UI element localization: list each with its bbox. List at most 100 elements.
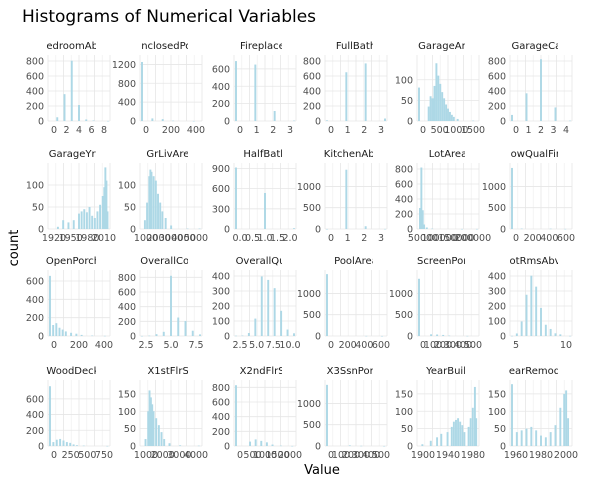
x-tick-label: 1980 <box>461 450 485 461</box>
y-tick-label: 600 <box>488 72 506 83</box>
x-tick-label: 300 <box>352 450 370 461</box>
y-tick-label: 600 <box>212 184 230 195</box>
y-tick-label: 800 <box>395 165 413 176</box>
histogram-bar <box>249 441 252 446</box>
x-tick-label: 1950 <box>59 233 83 244</box>
histogram-bar <box>148 390 151 446</box>
histogram-bar <box>463 432 466 446</box>
y-tick-label: 400 <box>212 272 230 283</box>
y-tick-label: 100 <box>26 181 44 192</box>
x-tick-label: 3000 <box>159 233 183 244</box>
histogram-bar <box>184 320 187 336</box>
strip-label: OverallQual <box>236 256 295 267</box>
x-tick-label: 7.5 <box>188 340 203 351</box>
histogram-bar <box>163 439 166 446</box>
histogram-bar <box>565 390 568 446</box>
y-tick-label: 1000 <box>389 289 413 300</box>
bars <box>144 390 200 447</box>
y-tick-label: 200 <box>26 426 44 437</box>
histogram-bar <box>99 204 102 229</box>
y-tick-label: 150 <box>118 389 136 400</box>
y-tick-label: 800 <box>488 57 506 68</box>
y-tick-label: 600 <box>212 398 230 409</box>
x-tick-label: 1960 <box>504 450 528 461</box>
x-tick-label: 2 <box>361 125 367 136</box>
panel-EnclosedPorch: nclosedPorc 0 400 800 1200 0 200 400 <box>112 41 205 136</box>
x-tick-label: 4000 <box>184 450 208 461</box>
y-tick-label: 50 <box>124 203 136 214</box>
y-tick-label: 0 <box>38 442 44 453</box>
bars <box>326 384 386 447</box>
strip-label: YearBuilt <box>425 366 470 377</box>
strip-label: WoodDeckSF <box>46 366 111 377</box>
histogram-bar <box>421 210 424 229</box>
x-tick-label: 3 <box>378 125 384 136</box>
histogram-bar <box>326 120 328 121</box>
y-tick-label: 400 <box>488 272 506 283</box>
x-tick-label: 0 <box>513 233 519 244</box>
y-tick-label: 0 <box>224 332 230 343</box>
panel-OverallQual: OverallQual 0 100 200 300 400 2.5 5.0 7.510.0 <box>212 256 301 351</box>
histogram-bar <box>141 61 143 121</box>
y-tick-label: 0 <box>38 225 44 236</box>
histogram-bar <box>525 93 528 121</box>
histogram-bar <box>420 167 423 229</box>
histogram-bar <box>254 439 257 446</box>
x-tick-label: 5.0 <box>163 340 178 351</box>
x-tick-label: 200 <box>524 233 542 244</box>
histogram-bar <box>530 426 533 446</box>
y-tick-label: 800 <box>303 57 321 68</box>
y-tick-label: 800 <box>118 79 136 90</box>
histogram-bar <box>442 334 445 336</box>
x-tick-label: 2010 <box>92 233 116 244</box>
strip-label: LotArea <box>429 149 467 160</box>
histogram-bar <box>446 432 449 446</box>
histogram-bar <box>104 167 107 229</box>
grid-lines <box>139 55 203 122</box>
histogram-bar <box>49 275 51 336</box>
panel-YearRemodAdd: earRemodAd 0 50 100 150 1960 1980 2000 <box>488 366 578 461</box>
y-tick-label: 1000 <box>297 182 321 193</box>
histogram-bar <box>164 218 167 229</box>
histogram-bar <box>425 227 428 229</box>
histogram-bar <box>148 335 151 337</box>
histogram-bar <box>199 334 201 336</box>
x-tick-label: 1500 <box>265 450 289 461</box>
histogram-bar <box>103 335 106 337</box>
y-tick-label: 400 <box>26 295 44 306</box>
histogram-bar <box>467 426 470 446</box>
y-tick-label: 500 <box>395 310 413 321</box>
histogram-bar <box>443 98 446 121</box>
x-tick-label: 500 <box>431 125 449 136</box>
histogram-bar <box>429 440 432 446</box>
histogram-bar <box>384 118 386 121</box>
y-tick-label: 150 <box>488 389 506 400</box>
histogram-bar <box>247 333 250 336</box>
histogram-bar <box>511 114 513 121</box>
x-tick-label: 200 <box>339 340 357 351</box>
histogram-bar <box>525 294 528 336</box>
histogram-bar <box>154 180 157 229</box>
x-tick-label: 1 <box>525 125 531 136</box>
histogram-bar <box>198 228 201 230</box>
y-tick-label: 200 <box>118 317 136 328</box>
x-tick-label: 8 <box>101 125 107 136</box>
x-tick-label: 2.5 <box>138 340 153 351</box>
histogram-bar <box>554 333 557 336</box>
histogram-bar <box>433 85 436 121</box>
histogram-bar <box>436 437 439 446</box>
y-tick-label: 0 <box>500 332 506 343</box>
histogram-bar <box>567 418 570 446</box>
x-tick-label: 0 <box>143 125 149 136</box>
strip-label: HalfBath <box>243 149 286 160</box>
histogram-bar <box>78 213 80 229</box>
histogram-bar <box>191 330 194 336</box>
y-tick-label: 600 <box>303 72 321 83</box>
y-tick-label: 400 <box>488 87 506 98</box>
histogram-bar <box>91 215 94 229</box>
histogram-bar <box>291 445 294 447</box>
histogram-bar <box>455 419 457 446</box>
y-tick-label: 1000 <box>297 289 321 300</box>
